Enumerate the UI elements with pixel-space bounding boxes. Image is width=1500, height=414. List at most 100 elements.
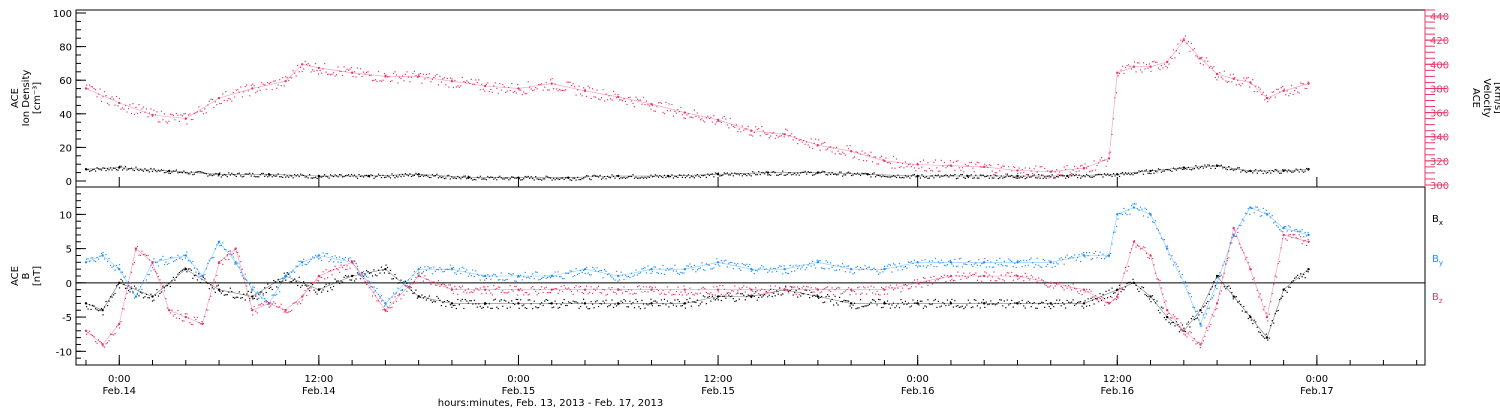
scatter-dot-ion-density	[994, 174, 996, 176]
scatter-dot-ion-density	[1148, 172, 1151, 174]
scatter-dot-bz	[747, 294, 749, 296]
scatter-dot-by	[225, 249, 227, 251]
scatter-dot-ion-density	[710, 173, 712, 175]
scatter-dot-ion-density	[819, 172, 821, 174]
scatter-dot-bz	[611, 287, 613, 289]
scatter-dot-by	[1220, 274, 1222, 276]
scatter-dot-bz	[976, 279, 978, 281]
scatter-dot-by	[618, 279, 621, 281]
scatter-dot-velocity	[743, 129, 745, 131]
scatter-dot-bz	[693, 294, 695, 296]
scatter-dot-bx	[1038, 303, 1040, 305]
scatter-dot-velocity	[246, 84, 248, 86]
scatter-dot-velocity	[401, 75, 404, 77]
data-point-bz	[101, 343, 104, 346]
scatter-dot-by	[210, 257, 212, 259]
scatter-dot-ion-density	[496, 179, 498, 181]
scatter-dot-by	[494, 274, 496, 276]
scatter-dot-ion-density	[804, 170, 806, 172]
scatter-dot-bx	[1129, 281, 1131, 283]
scatter-dot-velocity	[319, 69, 321, 72]
scatter-dot-by	[945, 265, 947, 267]
scatter-dot-bx	[1072, 299, 1074, 301]
scatter-dot-ion-density	[1115, 173, 1118, 175]
scatter-dot-velocity	[1091, 170, 1094, 172]
scatter-dot-velocity	[654, 110, 657, 112]
scatter-dot-velocity	[445, 84, 447, 86]
scatter-dot-ion-density	[117, 169, 119, 171]
scatter-dot-bz	[1286, 239, 1288, 241]
scatter-dot-velocity	[358, 73, 360, 76]
scatter-dot-ion-density	[422, 175, 425, 177]
scatter-dot-ion-density	[526, 176, 528, 178]
scatter-dot-velocity	[1261, 93, 1263, 96]
scatter-dot-bz	[966, 277, 968, 279]
scatter-dot-bx	[885, 302, 887, 305]
scatter-dot-ion-density	[1102, 176, 1104, 178]
scatter-dot-velocity	[352, 75, 354, 78]
scatter-dot-by	[234, 263, 236, 265]
scatter-dot-velocity	[786, 129, 788, 131]
scatter-dot-by	[271, 294, 273, 296]
scatter-dot-by	[957, 265, 959, 267]
scatter-dot-bx	[596, 300, 598, 302]
scatter-dot-velocity	[1270, 96, 1272, 98]
scatter-dot-bz	[1271, 292, 1273, 295]
scatter-dot-by	[1262, 207, 1264, 210]
scatter-dot-bx	[482, 306, 484, 309]
scatter-dot-ion-density	[1171, 170, 1173, 172]
scatter-dot-bz	[464, 289, 466, 291]
scatter-dot-by	[571, 270, 573, 272]
scatter-dot-velocity	[859, 153, 862, 155]
scatter-dot-ion-density	[946, 175, 948, 177]
scatter-dot-bz	[1118, 287, 1121, 289]
scatter-dot-velocity	[359, 68, 362, 70]
scatter-dot-ion-density	[566, 176, 568, 179]
scatter-dot-bx	[1102, 293, 1104, 296]
scatter-dot-bx	[518, 307, 520, 309]
scatter-dot-bz	[840, 293, 842, 295]
scatter-dot-velocity	[310, 71, 312, 73]
scatter-dot-ion-density	[401, 173, 404, 176]
scatter-dot-velocity	[322, 68, 324, 70]
scatter-dot-bx	[1103, 297, 1106, 300]
scatter-dot-ion-density	[1267, 171, 1269, 174]
scatter-dot-ion-density	[105, 170, 107, 172]
scatter-dot-by	[443, 270, 445, 272]
scatter-dot-velocity	[1153, 60, 1155, 62]
scatter-dot-by	[536, 271, 538, 273]
scatter-dot-bz	[491, 294, 493, 296]
scatter-dot-velocity	[1279, 91, 1281, 93]
scatter-dot-ion-density	[900, 177, 902, 179]
scatter-dot-ion-density	[1100, 174, 1103, 176]
scatter-dot-bz	[1304, 239, 1306, 242]
scatter-dot-by	[376, 287, 378, 290]
scatter-dot-velocity	[283, 85, 285, 87]
scatter-dot-by	[1045, 265, 1047, 268]
scatter-dot-by	[367, 276, 369, 278]
scatter-dot-bx	[253, 297, 255, 300]
scatter-dot-bx	[1243, 305, 1245, 308]
scatter-dot-by	[508, 272, 510, 275]
scatter-dot-velocity	[729, 117, 731, 119]
scatter-dot-bx	[150, 293, 152, 295]
scatter-dot-bx	[1157, 309, 1160, 312]
scatter-dot-bx	[752, 294, 754, 296]
scatter-dot-by	[430, 267, 432, 269]
scatter-dot-ion-density	[177, 172, 179, 174]
scatter-dot-bx	[506, 307, 508, 309]
scatter-dot-ion-density	[253, 175, 255, 177]
scatter-dot-bz	[319, 276, 321, 278]
scatter-dot-bz	[593, 288, 595, 290]
scatter-dot-bz	[523, 294, 525, 296]
scatter-dot-ion-density	[964, 177, 966, 180]
scatter-dot-bx	[678, 301, 681, 303]
scatter-dot-ion-density	[762, 172, 764, 174]
scatter-dot-bx	[1021, 299, 1023, 302]
scatter-dot-bx	[1014, 302, 1016, 304]
scatter-dot-by	[472, 269, 474, 271]
scatter-dot-bx	[1268, 337, 1270, 339]
scatter-dot-bz	[347, 259, 350, 261]
scatter-dot-velocity	[228, 97, 230, 100]
scatter-dot-velocity	[633, 106, 636, 108]
